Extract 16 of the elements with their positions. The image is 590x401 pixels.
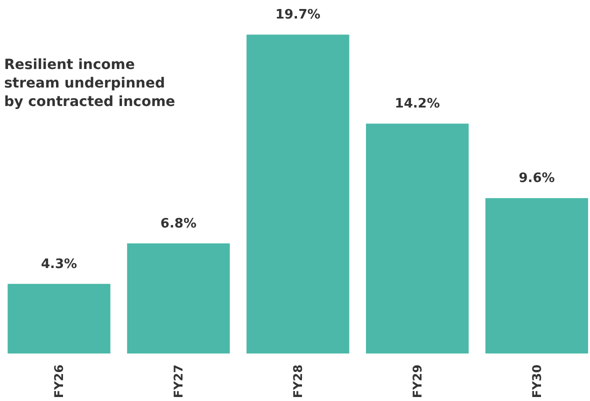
bar xyxy=(8,284,110,354)
x-tick-label: FY27 xyxy=(171,364,186,398)
data-label: 14.2% xyxy=(394,96,440,112)
annotation: Resilient income stream underpinned by contracted income xyxy=(4,56,176,110)
bar xyxy=(246,34,350,354)
bar xyxy=(366,124,469,354)
bar xyxy=(127,243,230,354)
x-tick-label: FY28 xyxy=(290,364,305,398)
x-tick-label: FY30 xyxy=(530,364,544,398)
data-label: 4.3% xyxy=(40,256,78,272)
x-tick-label: FY26 xyxy=(52,364,66,398)
data-label: 6.8% xyxy=(160,216,196,232)
data-label: 19.7% xyxy=(275,8,320,23)
bar xyxy=(485,198,588,354)
data-label: 9.6% xyxy=(518,171,555,186)
x-tick-label: FY29 xyxy=(410,364,424,398)
